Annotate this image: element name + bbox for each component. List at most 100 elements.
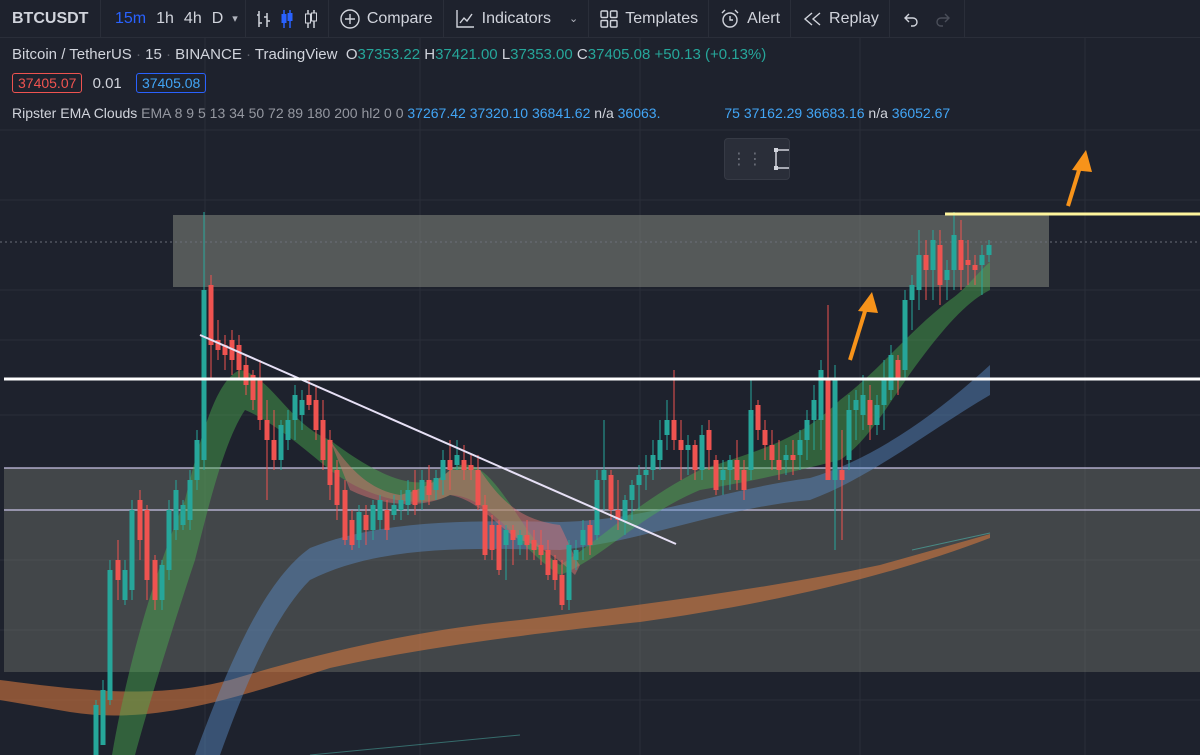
timeframe-d[interactable]: D [211, 9, 224, 27]
alert-button[interactable]: Alert [709, 0, 790, 37]
candle-body [804, 420, 810, 440]
candle-body [306, 395, 312, 405]
candle-body [636, 475, 642, 485]
candle-body [916, 255, 922, 290]
timeframe-15m[interactable]: 15m [115, 9, 147, 27]
indicators-label: Indicators [481, 9, 551, 27]
candle-body [923, 255, 929, 270]
chart-pane[interactable]: Bitcoin / TetherUS · 15 · BINANCE · Trad… [0, 38, 1200, 755]
candle-body [685, 445, 691, 450]
candle-body [100, 690, 106, 745]
compare-label: Compare [366, 9, 433, 27]
timeframe-1h[interactable]: 1h [156, 9, 174, 27]
toolbar-divider [442, 0, 444, 37]
alert-label: Alert [747, 9, 781, 27]
pair-name[interactable]: Bitcoin / TetherUS [12, 46, 132, 63]
candle-body [909, 285, 915, 300]
candle-body [552, 560, 558, 580]
chevron-down-icon[interactable]: ⌄ [569, 13, 579, 25]
candle-body [706, 430, 712, 450]
trendline-minor[interactable] [309, 734, 521, 755]
candle-body [313, 400, 319, 430]
descending-trendline[interactable] [199, 334, 677, 545]
candle-body [559, 575, 565, 605]
resistance-zone[interactable] [173, 215, 1049, 287]
candle-body [236, 345, 242, 370]
close-value: 37405.08 [587, 46, 651, 63]
hollow-candles-icon[interactable] [304, 9, 318, 29]
candle-body [713, 460, 719, 490]
indicator-value: 75 [724, 105, 740, 121]
candle-body [608, 475, 614, 510]
candle-body [594, 480, 600, 535]
candle-body [601, 470, 607, 480]
candle-body [720, 470, 726, 480]
candle-body [818, 370, 824, 420]
candle-body [755, 405, 761, 430]
timeframe-dropdown-icon[interactable]: ▾ [232, 13, 238, 25]
timeframe-4h[interactable]: 4h [183, 9, 202, 27]
alarm-clock-icon [721, 9, 739, 28]
candle-body [825, 380, 831, 480]
candle-body [461, 460, 467, 470]
drag-handle-icon[interactable]: ⋮⋮ [731, 151, 763, 168]
ask-price-badge[interactable]: 37405.08 [135, 73, 207, 93]
candle-body [412, 490, 418, 505]
candle-body [538, 545, 544, 555]
candle-body [930, 240, 936, 270]
redo-icon[interactable] [934, 10, 952, 28]
candle-body [580, 530, 586, 545]
chart-type-bars-icon[interactable] [256, 9, 270, 29]
arrow-up-annotation[interactable] [1066, 150, 1092, 207]
floating-drawing-toolbar: ⋮⋮ [724, 138, 790, 180]
support-zone[interactable] [4, 468, 1200, 672]
candle-body [958, 240, 964, 270]
bid-price-badge[interactable]: 37405.07 [12, 73, 83, 93]
templates-button[interactable]: Templates [589, 0, 708, 37]
templates-label: Templates [625, 9, 699, 27]
arrow-up-annotation[interactable] [848, 292, 878, 361]
candles-icon[interactable] [280, 9, 294, 29]
toolbar-divider [708, 0, 710, 37]
trendline-minor[interactable] [911, 532, 991, 551]
undo-icon[interactable] [902, 10, 920, 28]
candle-body [902, 300, 908, 370]
indicator-value: 36683.16 [806, 105, 865, 121]
candle-body [201, 290, 207, 460]
candlestick-series[interactable] [93, 212, 992, 755]
compare-button[interactable]: Compare [329, 0, 443, 37]
rectangle-tool-icon[interactable] [773, 147, 789, 171]
indicator-name[interactable]: Ripster EMA Clouds [12, 105, 138, 121]
candle-body [426, 480, 432, 495]
high-value: 37421.00 [435, 46, 498, 63]
candle-body [524, 535, 530, 545]
low-value: 37353.00 [510, 46, 573, 63]
candle-body [678, 440, 684, 450]
candle-body [384, 510, 390, 530]
candle-body [166, 510, 172, 570]
candle-body [811, 400, 817, 420]
candle-body [159, 565, 165, 600]
indicators-button[interactable]: Indicators ⌄ [444, 0, 589, 37]
price-chart[interactable] [0, 38, 1200, 755]
candle-body [398, 500, 404, 510]
candle-body [657, 440, 663, 460]
symbol-search[interactable]: BTCUSDT [12, 9, 89, 27]
candle-body [797, 440, 803, 455]
candle-body [986, 245, 992, 255]
candle-body [243, 365, 249, 385]
open-value: 37353.22 [357, 46, 421, 63]
candle-body [615, 510, 621, 520]
replay-button[interactable]: Replay [791, 0, 889, 37]
timeframe-group: 15m 1h 4h D ▾ [101, 0, 245, 37]
toolbar-divider [100, 0, 101, 37]
candle-body [832, 380, 838, 480]
candle-body [370, 505, 376, 530]
indicator-value: 37320.10 [469, 105, 529, 121]
candle-body [531, 540, 537, 550]
candle-body [173, 490, 179, 530]
top-toolbar: BTCUSDT 15m 1h 4h D ▾ Compare Indicators… [0, 0, 1200, 38]
candle-body [447, 460, 453, 470]
candle-body [783, 455, 789, 460]
candle-body [440, 460, 446, 480]
